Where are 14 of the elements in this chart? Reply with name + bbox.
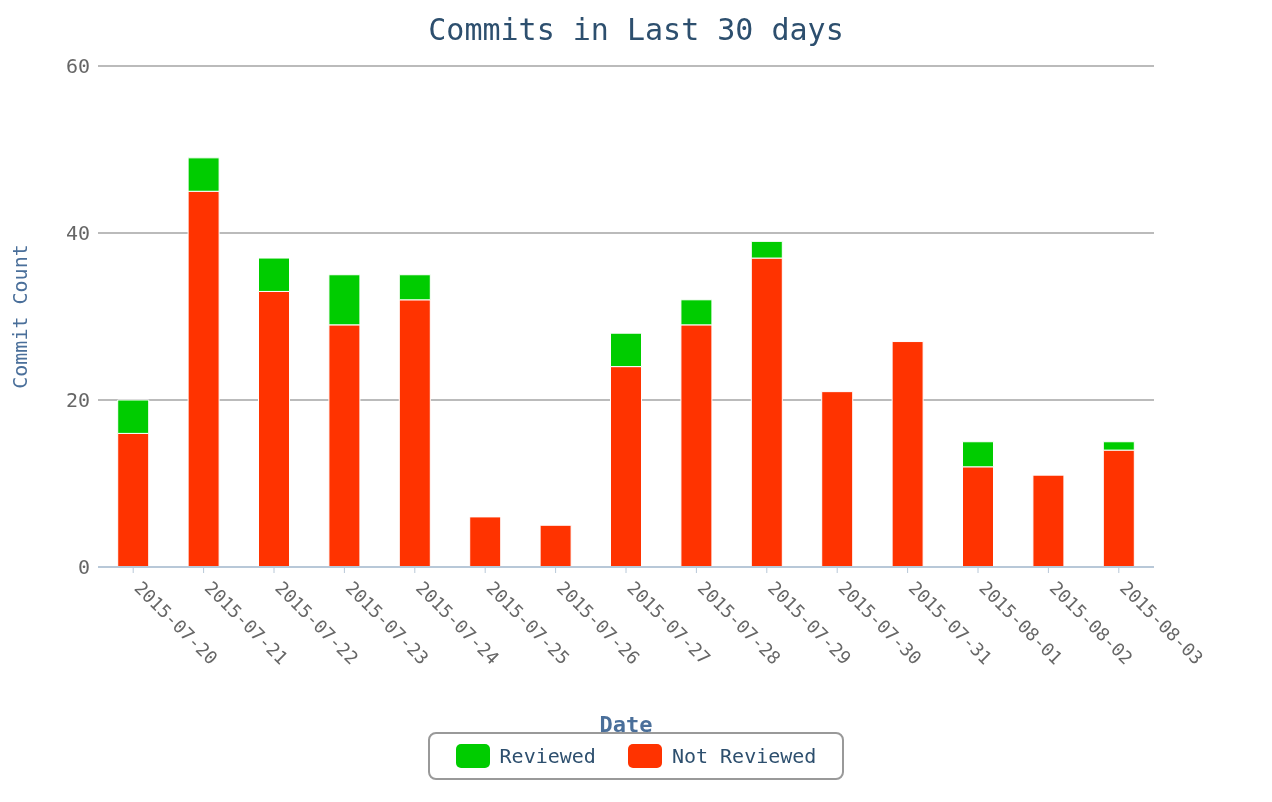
y-tick-label: 20 [65,388,90,413]
bar [539,524,572,567]
y-axis-title: Commit Count [8,244,33,389]
bar [891,341,924,567]
y-tick-label: 40 [65,221,90,246]
bar [1032,474,1065,567]
legend-label: Reviewed [499,744,596,768]
legend-label: Not Reviewed [671,744,817,768]
x-axis-title: Date [599,712,653,737]
y-tick-label: 0 [77,555,90,580]
bar [821,391,854,567]
chart-title: Commits in Last 30 days [427,11,845,49]
bar [469,516,502,567]
y-tick-label: 60 [65,54,90,79]
